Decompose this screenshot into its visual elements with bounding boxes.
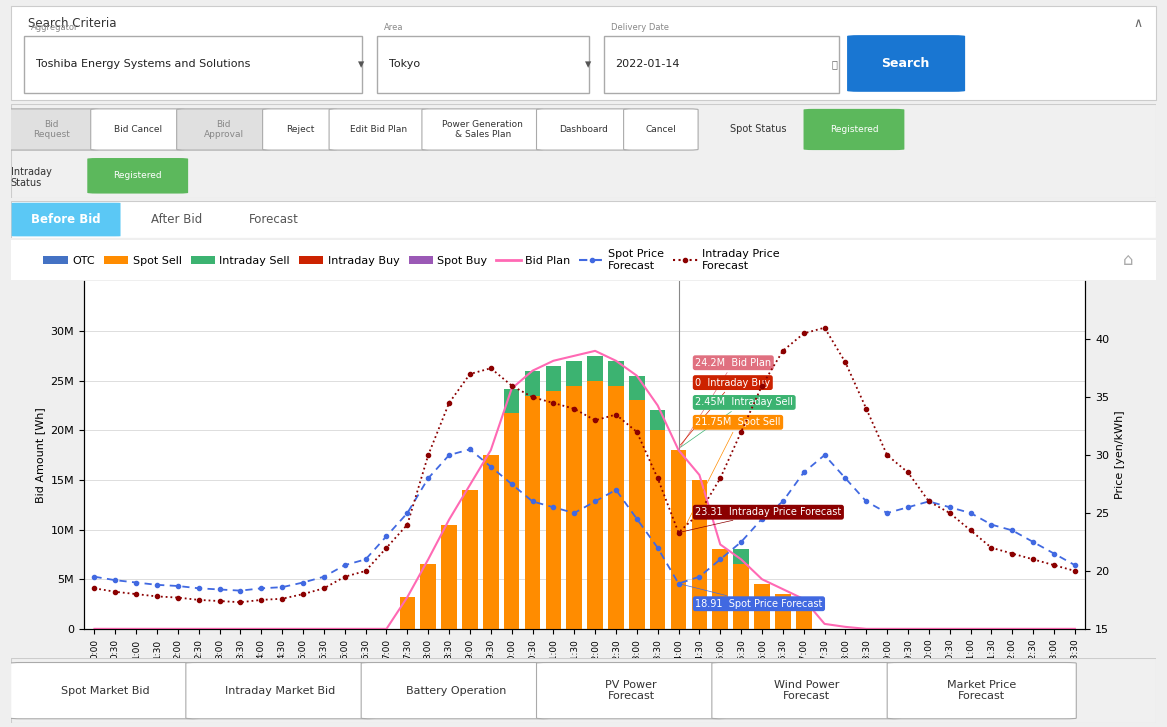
Bar [545,390,561,629]
Bar [650,411,665,430]
FancyBboxPatch shape [329,109,428,150]
Text: Bid
Approval: Bid Approval [203,120,244,139]
Bar [650,430,665,629]
FancyBboxPatch shape [25,36,362,93]
Text: Power Generation
& Sales Plan: Power Generation & Sales Plan [442,120,523,139]
Text: Tokyo: Tokyo [389,60,420,69]
Text: 0  Intraday Buy: 0 Intraday Buy [680,377,770,445]
Text: 📅: 📅 [831,60,837,69]
Bar [608,361,624,385]
FancyBboxPatch shape [186,662,375,719]
Text: Bid Cancel: Bid Cancel [113,125,162,134]
Text: Dashboard: Dashboard [559,125,608,134]
Text: Area: Area [384,23,404,33]
Text: Intraday
Status: Intraday Status [11,167,51,188]
Bar [671,450,686,629]
Bar [608,385,624,629]
Text: 18.91  Spot Price Forecast: 18.91 Spot Price Forecast [682,585,823,608]
Bar [587,356,603,381]
Text: Search Criteria: Search Criteria [28,17,117,30]
Bar [712,550,728,629]
Bar [733,550,749,564]
FancyBboxPatch shape [88,158,188,193]
Text: Toshiba Energy Systems and Solutions: Toshiba Energy Systems and Solutions [36,60,250,69]
Bar [420,564,436,629]
Bar [692,480,707,629]
Text: Spot Status: Spot Status [731,124,787,134]
FancyBboxPatch shape [361,662,551,719]
Text: 2022-01-14: 2022-01-14 [615,60,680,69]
Text: Delivery Date: Delivery Date [612,23,669,33]
Bar [462,490,477,629]
FancyBboxPatch shape [804,109,904,150]
Bar [733,564,749,629]
Bar [441,525,457,629]
FancyBboxPatch shape [12,203,120,236]
Text: ∧: ∧ [1133,17,1142,30]
Text: 23.31  Intraday Price Forecast: 23.31 Intraday Price Forecast [682,507,841,532]
Bar [587,381,603,629]
FancyBboxPatch shape [712,662,901,719]
FancyBboxPatch shape [887,662,1076,719]
FancyBboxPatch shape [176,109,271,150]
Y-axis label: Price [yen/kWh]: Price [yen/kWh] [1114,411,1125,499]
FancyBboxPatch shape [5,109,99,150]
FancyBboxPatch shape [11,662,200,719]
Text: 14:00: 14:00 [665,667,692,678]
FancyBboxPatch shape [623,109,698,150]
Legend: OTC, Spot Sell, Intraday Sell, Intraday Buy, Spot Buy, Bid Plan, Spot Price
Fore: OTC, Spot Sell, Intraday Sell, Intraday … [39,245,784,275]
Bar [754,585,770,629]
FancyBboxPatch shape [422,109,544,150]
Text: Spot Market Bid: Spot Market Bid [61,686,149,696]
FancyBboxPatch shape [537,662,726,719]
Text: Forecast: Forecast [249,213,299,226]
Text: Intraday Market Bid: Intraday Market Bid [225,686,335,696]
Text: Reject: Reject [286,125,314,134]
Text: Registered: Registered [830,125,879,134]
Bar [525,395,540,629]
FancyBboxPatch shape [605,36,839,93]
Text: Cancel: Cancel [645,125,676,134]
Bar [796,604,811,629]
Text: 21.75M  Spot Sell: 21.75M Spot Sell [680,417,781,537]
Text: After Bid: After Bid [151,213,202,226]
FancyBboxPatch shape [847,35,965,92]
Bar [629,401,644,629]
Text: Market Price
Forecast: Market Price Forecast [948,680,1016,702]
Bar [775,594,791,629]
Text: Wind Power
Forecast: Wind Power Forecast [774,680,839,702]
FancyBboxPatch shape [377,36,589,93]
FancyBboxPatch shape [263,109,337,150]
Text: Battery Operation: Battery Operation [406,686,506,696]
Text: 24.2M  Bid Plan: 24.2M Bid Plan [680,358,771,448]
Bar [504,413,519,629]
Bar [566,361,582,385]
Text: Bid
Request: Bid Request [34,120,70,139]
Bar [629,376,644,401]
Text: ▾: ▾ [358,58,364,71]
Text: Before Bid: Before Bid [30,213,100,226]
Text: Aggregator: Aggregator [32,23,78,33]
Text: ▾: ▾ [585,58,591,71]
Y-axis label: Bid Amount [Wh]: Bid Amount [Wh] [35,407,46,503]
Text: PV Power
Forecast: PV Power Forecast [606,680,657,702]
Bar [399,597,415,629]
Bar [566,385,582,629]
Text: Registered: Registered [113,172,162,180]
Bar [545,366,561,390]
Text: 2.45M  Intraday Sell: 2.45M Intraday Sell [680,398,794,447]
Text: Edit Bid Plan: Edit Bid Plan [350,125,407,134]
Bar [483,455,498,629]
FancyBboxPatch shape [537,109,630,150]
Text: Search: Search [881,57,930,70]
Bar [525,371,540,395]
Bar [504,388,519,413]
Text: ⌂: ⌂ [1123,251,1133,269]
FancyBboxPatch shape [91,109,184,150]
